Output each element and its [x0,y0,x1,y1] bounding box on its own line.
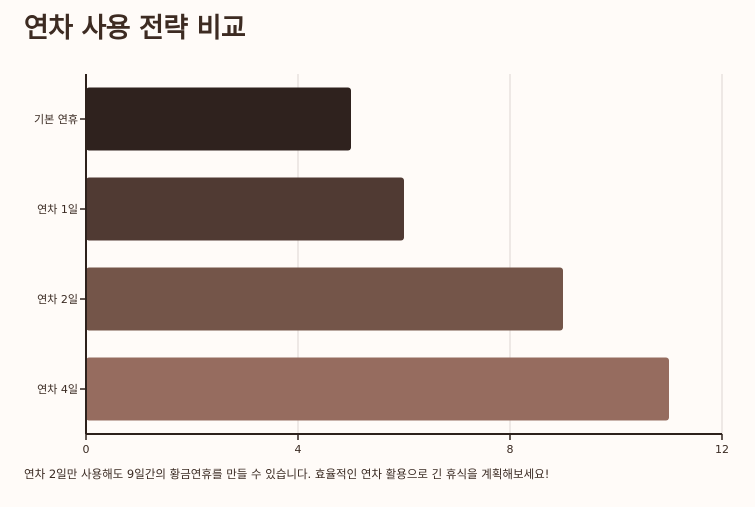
x-tick-label: 0 [83,443,90,456]
bar [86,87,351,151]
axes [80,74,723,440]
chart-caption: 연차 2일만 사용해도 9일간의 황금연휴를 만들 수 있습니다. 효율적인 연… [24,467,550,481]
bars [86,87,669,421]
bar [86,177,404,241]
bar [86,267,563,331]
bar [86,357,669,421]
x-tick-label: 8 [507,443,514,456]
page-title: 연차 사용 전략 비교 [24,13,246,44]
y-tick-label: 기본 연휴 [34,113,78,126]
y-tick-label: 연차 1일 [37,202,78,216]
y-tick-label: 연차 2일 [37,292,78,306]
x-tick-label: 4 [295,443,302,456]
y-tick-label: 연차 4일 [37,382,78,396]
x-tick-label: 12 [715,443,729,456]
